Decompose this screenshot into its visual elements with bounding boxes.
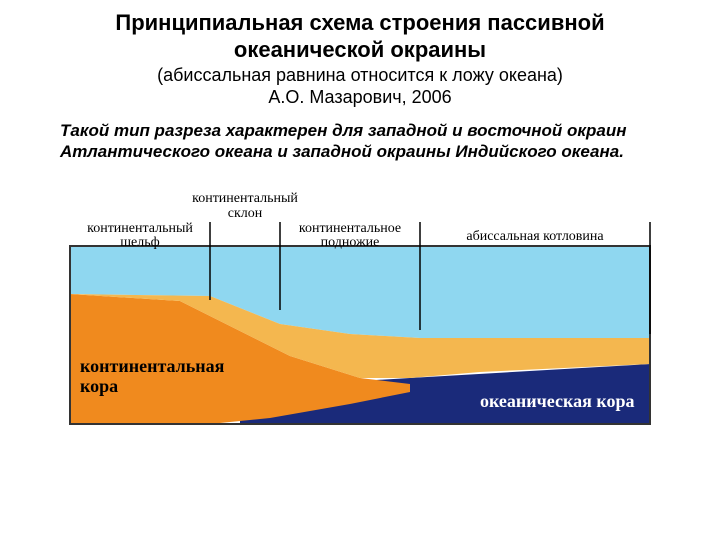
label-slope-2: склон: [228, 206, 263, 221]
description: Такой тип разреза характерен для западно…: [60, 120, 660, 163]
label-rise-1: континентальное: [299, 221, 401, 236]
label-abyssal: абиссальная котловина: [466, 229, 604, 244]
label-cont-crust-1: континентальная: [80, 356, 225, 376]
title-line2: океанической окраины: [20, 37, 700, 62]
title-line1: Принципиальная схема строения пассивной: [20, 10, 700, 35]
label-shelf-2: шельф: [120, 235, 159, 250]
label-ocean-crust: океаническая кора: [480, 391, 635, 411]
label-cont-crust-2: кора: [80, 376, 118, 396]
label-shelf-1: континентальный: [87, 221, 193, 236]
label-slope-1: континентальный: [192, 191, 298, 206]
diagram-container: континентальный склон континентальный ше…: [50, 182, 670, 432]
author: А.О. Мазарович, 2006: [20, 87, 700, 108]
label-rise-2: подножие: [321, 235, 380, 250]
subtitle: (абиссальная равнина относится к ложу ок…: [20, 65, 700, 86]
cross-section-diagram: континентальный склон континентальный ше…: [50, 182, 670, 432]
